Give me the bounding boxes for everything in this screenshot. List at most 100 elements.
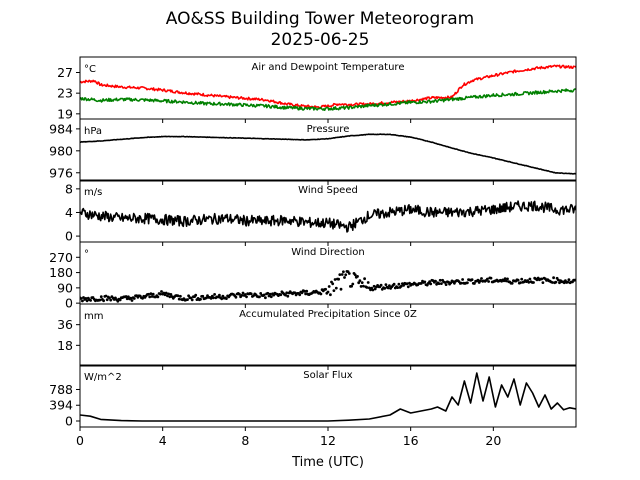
y-tick-label: 0 (65, 414, 73, 429)
wind-direction-point (532, 281, 535, 284)
wind-direction-point (392, 282, 396, 286)
wind-direction-point (148, 295, 152, 299)
wind-direction-point (478, 279, 482, 283)
x-tick-label: 4 (159, 433, 167, 448)
wind-direction-point (105, 298, 109, 302)
wind-direction-point (176, 294, 180, 298)
y-tick-label: 8 (65, 181, 73, 196)
wind-direction-point (506, 277, 509, 281)
figure-title-line1: AO&SS Building Tower Meteorogram (166, 9, 474, 29)
wind-direction-point (343, 276, 346, 279)
wind-direction-point (243, 293, 247, 296)
wind-direction-point (194, 293, 198, 297)
panel-1: 19 23 27 °C Air and Dewpoint Temperature (57, 56, 577, 123)
wind-direction-point (384, 283, 388, 286)
x-tick-label: 20 (485, 433, 501, 448)
wind-direction-point (373, 287, 377, 291)
wind-direction-point (190, 298, 194, 302)
wind-direction-point (350, 284, 353, 288)
wind-direction-point (347, 272, 351, 275)
y-tick-label: 984 (49, 121, 73, 136)
wind-direction-point (334, 286, 338, 290)
x-tick-label: 12 (320, 433, 336, 448)
wind-direction-point (89, 299, 92, 302)
panel-title: Wind Direction (291, 247, 365, 258)
wind-direction-point (279, 293, 283, 297)
wind-direction-point (396, 286, 400, 289)
wind-direction-point (487, 280, 490, 283)
wind-direction-point (567, 278, 571, 282)
x-tick-label: 0 (76, 433, 84, 448)
wind-direction-point (366, 281, 370, 284)
wind-direction-point (156, 295, 160, 299)
wind-direction-point (99, 295, 103, 299)
wind-direction-point (167, 292, 171, 296)
wind-direction-point (240, 294, 244, 297)
wind-direction-point (429, 282, 433, 286)
panel-unit-label: °C (84, 64, 96, 75)
wind-direction-point (245, 295, 248, 299)
wind-direction-point (266, 291, 270, 295)
wind-direction-point (438, 278, 442, 282)
y-tick-label: 27 (57, 65, 73, 80)
panel-unit-label: hPa (84, 126, 102, 137)
wind-direction-point (386, 286, 390, 290)
wind-direction-point (540, 277, 544, 281)
series-line (80, 372, 576, 422)
panel-unit-label: ° (84, 249, 89, 260)
wind-direction-point (461, 278, 464, 281)
wind-direction-point (81, 299, 84, 303)
wind-direction-point (212, 296, 215, 300)
series-line (80, 64, 576, 109)
wind-direction-point (158, 292, 162, 296)
wind-direction-point (150, 295, 154, 298)
wind-direction-point (402, 284, 405, 287)
y-tick-label: 36 (57, 317, 73, 332)
wind-direction-point (80, 297, 83, 300)
wind-direction-point (502, 279, 506, 283)
x-axis-label: Time (UTC) (291, 455, 364, 470)
wind-direction-point (234, 295, 238, 299)
wind-direction-point (566, 280, 570, 284)
wind-direction-point (520, 277, 524, 281)
wind-direction-point (337, 277, 340, 281)
wind-direction-point (552, 276, 555, 280)
wind-direction-point (168, 295, 172, 299)
panel-3: 0 4 8 m/s Wind Speed (65, 179, 577, 246)
wind-direction-point (503, 277, 507, 280)
wind-direction-point (360, 281, 364, 284)
wind-direction-point (98, 298, 102, 302)
wind-direction-point (129, 296, 133, 300)
y-tick-label: 394 (49, 398, 73, 413)
wind-direction-point (118, 298, 122, 302)
wind-direction-point (356, 275, 359, 278)
wind-direction-point (169, 293, 173, 296)
y-tick-label: 270 (49, 250, 73, 265)
wind-direction-point (130, 299, 134, 302)
wind-direction-point (331, 282, 335, 286)
wind-direction-point (151, 292, 155, 296)
wind-direction-point (554, 280, 558, 284)
wind-direction-point (480, 277, 483, 280)
wind-direction-point (304, 292, 307, 296)
wind-direction-point (126, 295, 130, 299)
wind-direction-point (298, 293, 302, 297)
wind-direction-point (104, 294, 108, 298)
wind-direction-point (327, 285, 331, 288)
y-tick-label: 0 (65, 296, 73, 311)
wind-direction-point (358, 279, 362, 283)
wind-direction-point (342, 270, 345, 274)
wind-direction-point (510, 281, 514, 285)
wind-direction-point (329, 293, 332, 297)
wind-direction-point (199, 297, 202, 301)
wind-direction-point (293, 291, 297, 295)
wind-direction-point (109, 298, 113, 302)
wind-direction-point (434, 279, 437, 283)
wind-direction-point (332, 289, 336, 292)
panel-4-series-1 (80, 270, 576, 303)
wind-direction-point (338, 273, 342, 276)
wind-direction-point (419, 282, 423, 285)
wind-direction-point (238, 292, 241, 296)
